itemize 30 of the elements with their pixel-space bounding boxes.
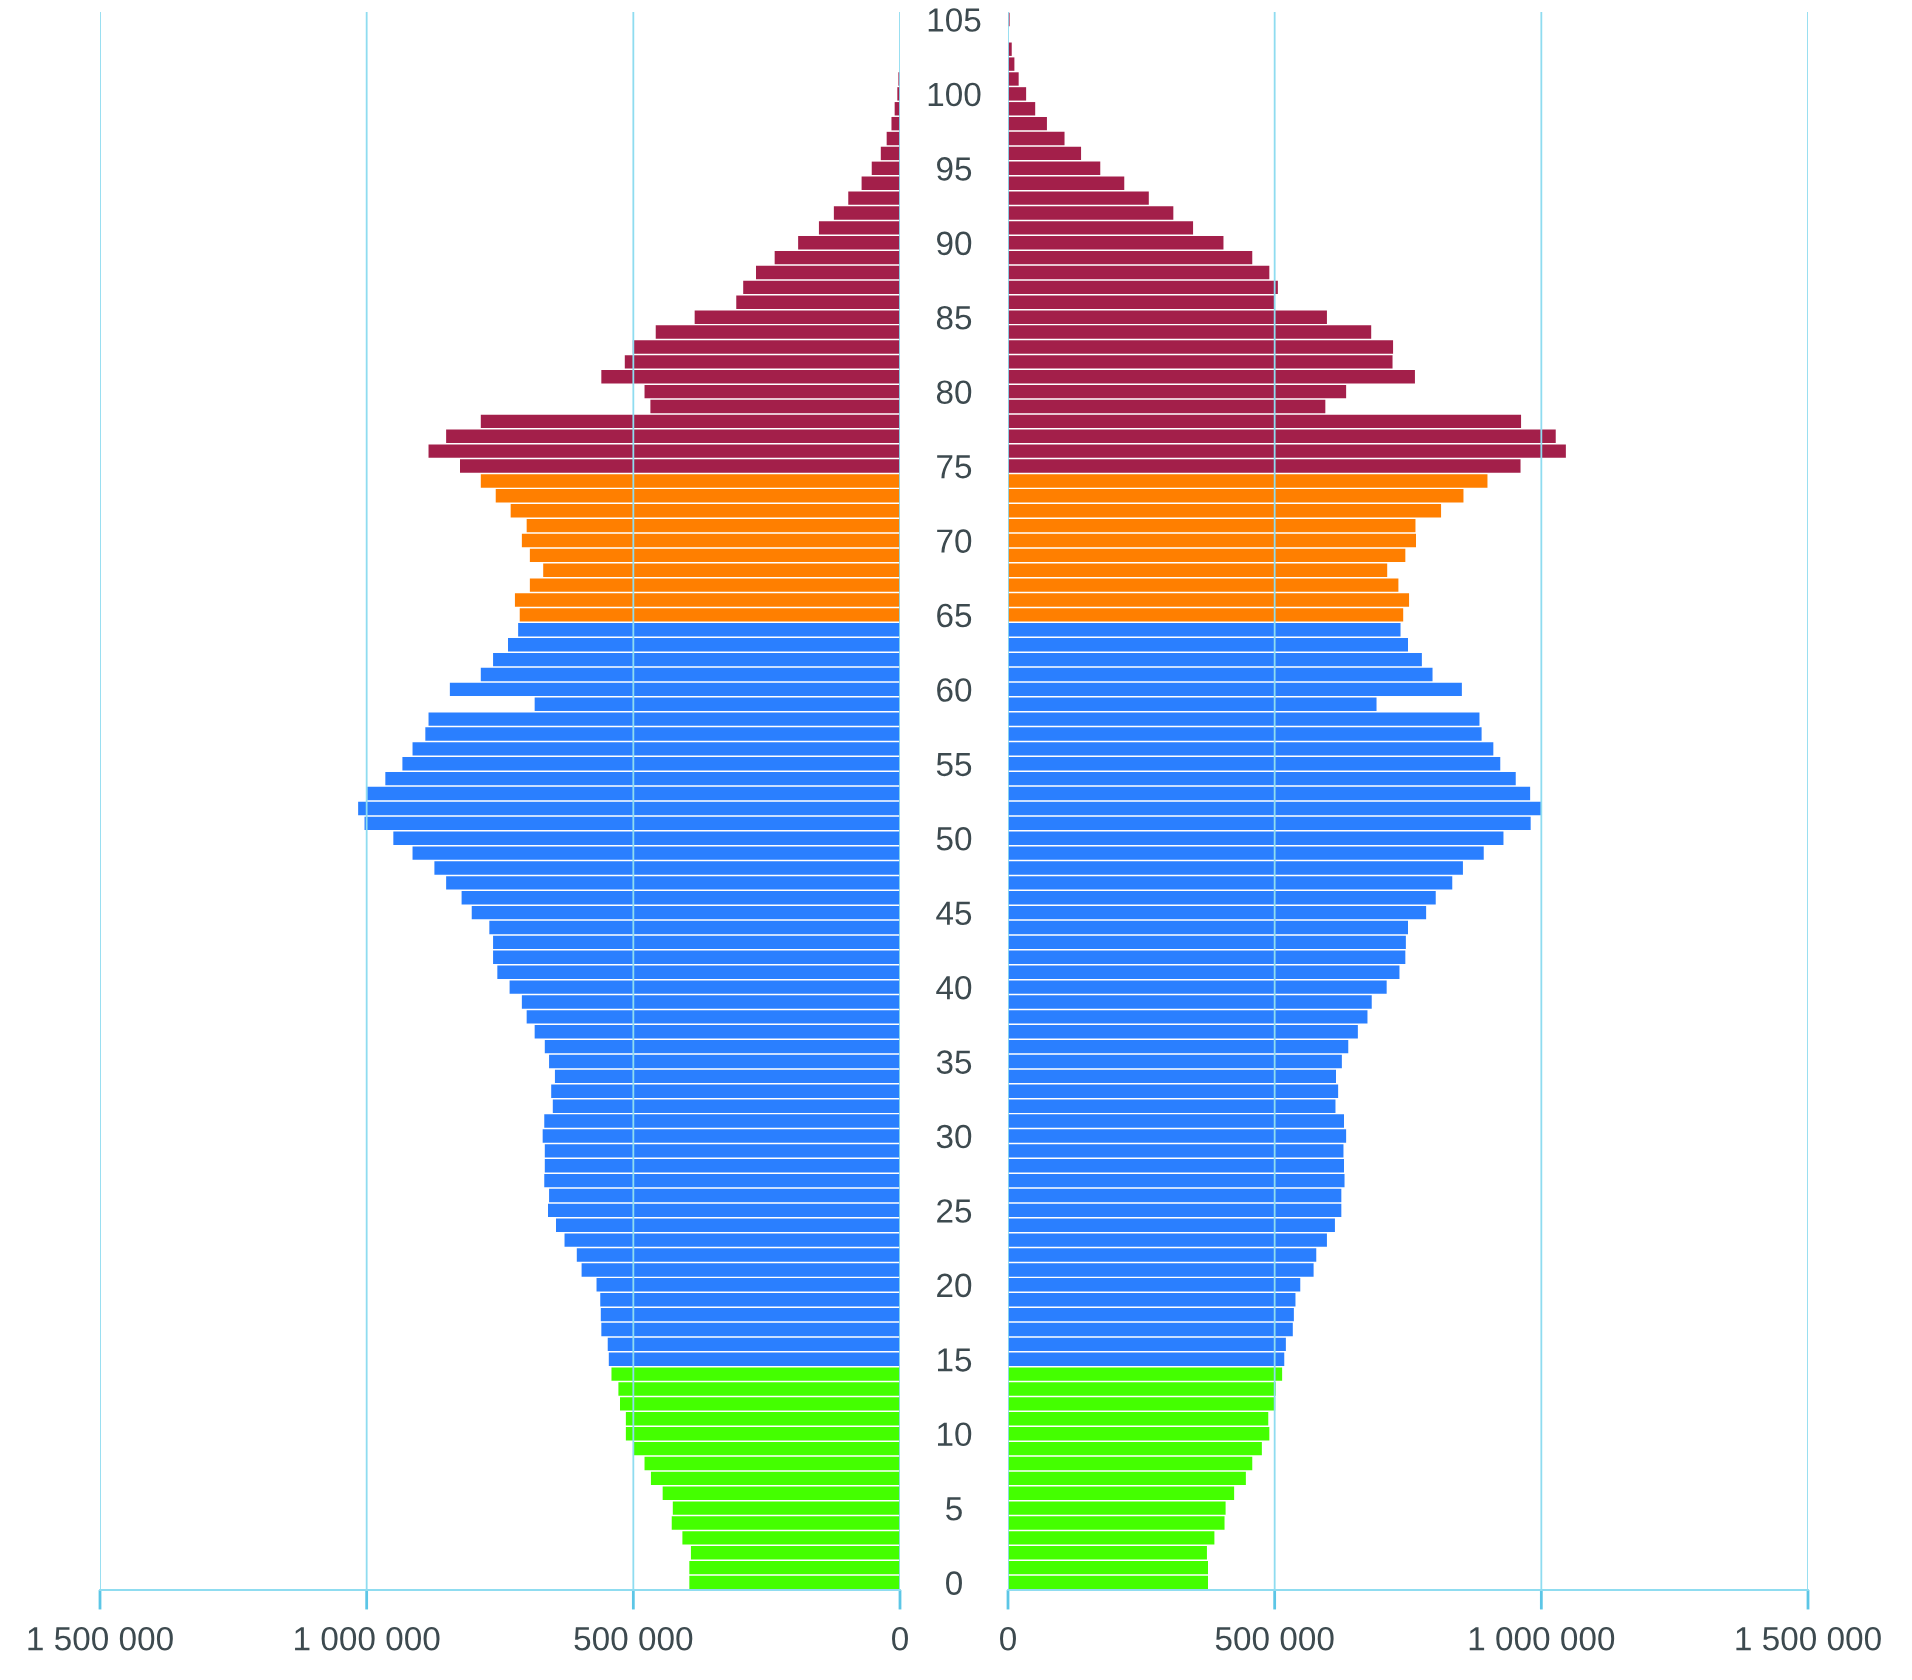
y-tick-label: 50 [936, 827, 972, 851]
y-tick-label: 95 [937, 157, 972, 181]
x-tick-label: 1 500 000 [1736, 1626, 1881, 1651]
y-tick-label: 60 [937, 678, 972, 702]
y-tick-label: 15 [938, 1348, 972, 1372]
x-tick-label: 1 000 000 [1469, 1626, 1615, 1651]
x-tick-label: 500 000 [1215, 1626, 1334, 1651]
y-tick-label: 105 [928, 8, 981, 32]
x-tick-label: 0 [892, 1626, 908, 1651]
x-tick-label: 500 000 [574, 1626, 693, 1651]
y-tick-label: 75 [937, 455, 972, 479]
y-tick-label: 10 [938, 1422, 972, 1447]
y-tick-label: 55 [936, 752, 972, 777]
x-tick-label: 1 500 000 [28, 1626, 173, 1651]
y-tick-label: 90 [937, 231, 972, 256]
y-tick-label: 45 [936, 901, 972, 926]
y-tick-label: 65 [937, 603, 972, 628]
y-tick-label: 0 [946, 1571, 962, 1595]
y-tick-label: 25 [937, 1199, 972, 1223]
y-tick-label: 85 [936, 305, 972, 330]
y-tick-label: 30 [936, 1124, 972, 1149]
y-tick-label: 5 [946, 1497, 962, 1521]
y-tick-label: 70 [937, 529, 972, 553]
x-tick-label: 0 [1000, 1626, 1016, 1651]
x-tick-label: 1 000 000 [295, 1626, 440, 1651]
y-tick-label: 20 [937, 1273, 972, 1298]
y-tick-label: 80 [936, 380, 972, 405]
y-tick-label: 100 [928, 82, 981, 107]
y-tick-label: 40 [936, 975, 972, 1000]
y-tick-label: 35 [936, 1050, 972, 1074]
